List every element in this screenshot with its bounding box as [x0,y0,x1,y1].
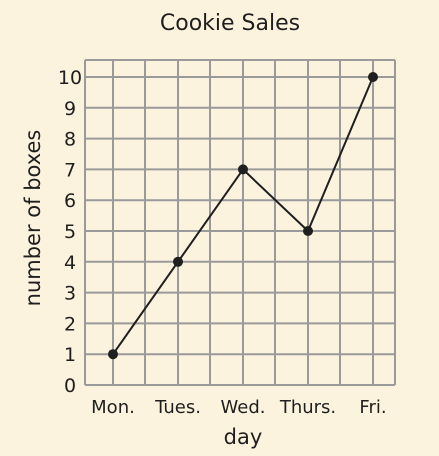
y-tick-label: 10 [58,67,82,89]
data-points [108,72,378,360]
y-tick-label: 2 [64,313,76,335]
y-tick-label: 4 [64,252,76,274]
chart-grid [84,59,396,386]
data-point [108,349,118,360]
y-axis-title: number of boxes [21,130,45,307]
x-tick-label: Wed. [221,397,266,418]
data-point [303,226,313,236]
y-tick-label: 7 [64,159,76,181]
data-point [368,72,378,82]
x-tick-label: Thurs. [279,397,336,418]
chart-title: Cookie Sales [160,11,300,36]
y-tick-label: 6 [64,190,76,212]
x-tick-label: Mon. [91,397,135,418]
y-tick-label: 1 [64,344,76,366]
x-axis-title: day [224,425,263,449]
x-axis-ticks: Mon. Tues. Wed. Thurs. Fri. [91,397,386,418]
y-axis-ticks: 0 1 2 3 4 5 6 7 8 9 10 [58,67,82,397]
y-tick-label: 3 [64,283,76,305]
y-tick-label: 8 [64,129,76,151]
y-tick-label: 0 [64,375,76,397]
y-tick-label: 9 [64,98,76,120]
x-tick-label: Tues. [154,397,201,418]
data-point [173,256,183,267]
x-tick-label: Fri. [359,397,386,418]
y-tick-label: 5 [64,221,76,243]
data-point [238,164,248,175]
